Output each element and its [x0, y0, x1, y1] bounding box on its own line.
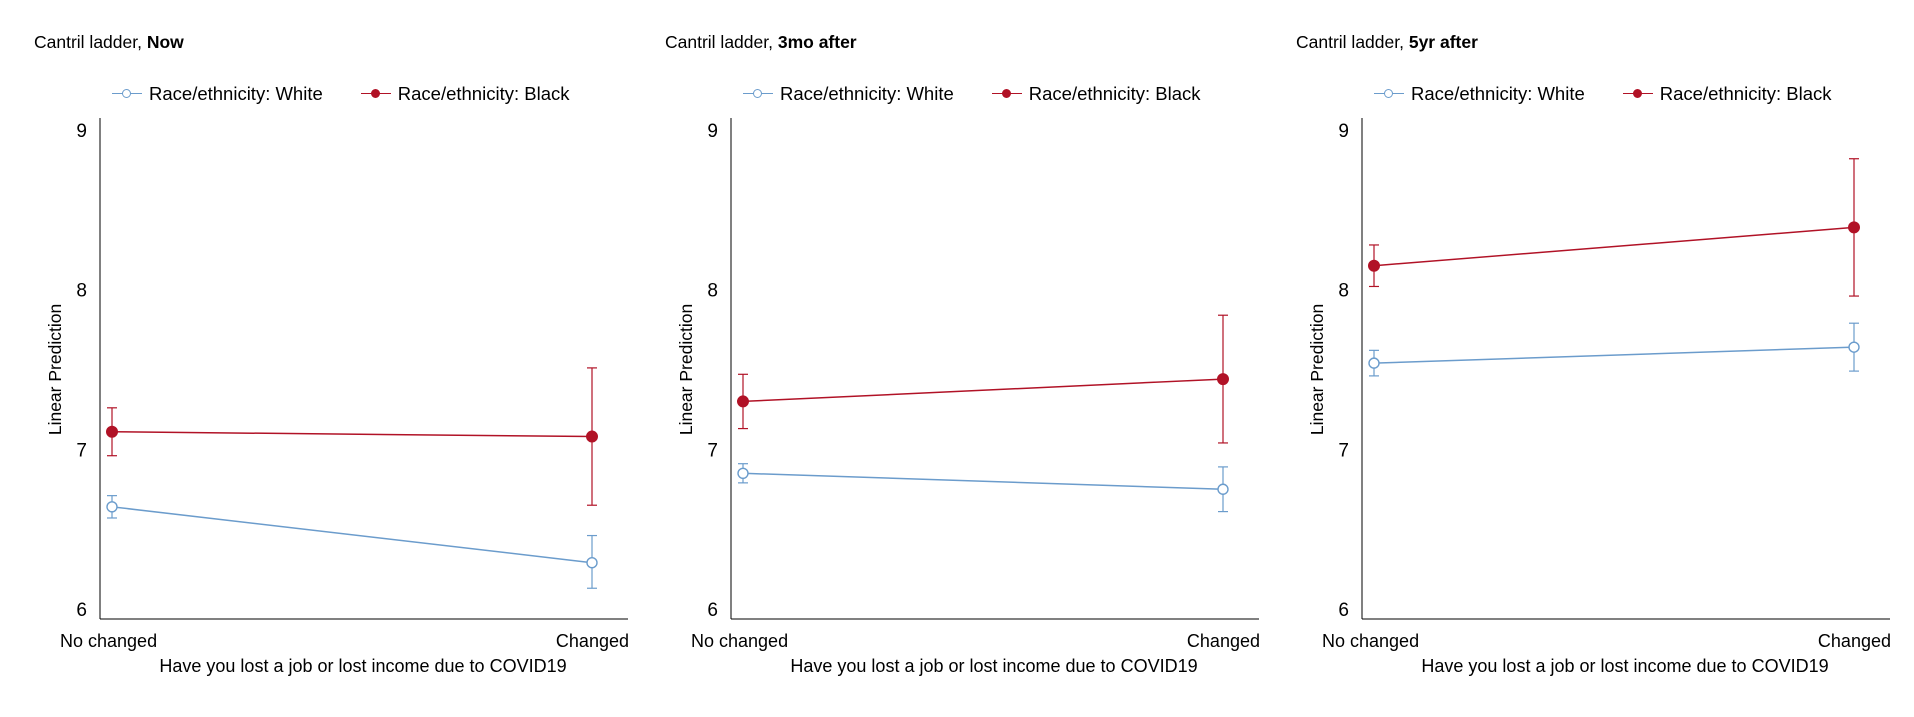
y-axis-label: Linear Prediction [676, 304, 696, 435]
chart-title-bold: Now [146, 32, 184, 52]
chart-panel-2: Cantril ladder, 3mo after Race/ethnicity… [631, 0, 1261, 717]
legend-item-black: Race/ethnicity: Black [991, 83, 1201, 105]
series-line [742, 378, 1224, 403]
x-axis-label: Have you lost a job or lost income due t… [790, 656, 1197, 676]
chart-title-bold: 5yr after [1408, 32, 1478, 52]
data-point [106, 501, 118, 513]
y-tick-label: 9 [1338, 121, 1349, 142]
chart-title: Cantril ladder, 3mo after [665, 32, 857, 53]
x-tick-label: No changed [1322, 631, 1419, 651]
data-point [737, 467, 749, 479]
y-tick-label: 7 [707, 440, 718, 461]
chart-title-prefix: Cantril ladder, [665, 32, 778, 52]
x-tick-label: No changed [60, 631, 157, 651]
x-tick-label: Changed [556, 631, 629, 651]
legend-label-black: Race/ethnicity: Black [397, 83, 570, 104]
legend-label-white: Race/ethnicity: White [780, 83, 954, 104]
plot-area: 6 7 8 9 Linear Prediction No changed Changed Ha… [676, 118, 1260, 676]
y-axis-label: Linear Prediction [1307, 304, 1327, 435]
data-point [1368, 357, 1380, 369]
x-axis-label: Have you lost a job or lost income due t… [1421, 656, 1828, 676]
y-tick-label: 8 [1338, 281, 1349, 302]
data-point [737, 395, 749, 408]
chart-title-bold: 3mo after [777, 32, 857, 52]
series-line [742, 472, 1224, 490]
y-tick-label: 6 [76, 600, 87, 621]
data-point [1848, 341, 1860, 353]
legend: Race/ethnicity: White Race/ethnicity: Bl… [1374, 83, 1869, 105]
plot-area: 6 7 8 9 Linear Prediction No changed Changed Ha… [45, 118, 629, 676]
legend-item-black: Race/ethnicity: Black [1622, 83, 1832, 105]
y-tick-label: 7 [76, 440, 87, 461]
x-tick-label: Changed [1187, 631, 1260, 651]
data-point [106, 425, 118, 438]
legend-item-white: Race/ethnicity: White [1374, 83, 1585, 105]
legend-item-white: Race/ethnicity: White [112, 83, 323, 105]
legend-symbol-filled-circle-icon [991, 87, 1022, 101]
legend-symbol-filled-circle-icon [1622, 87, 1653, 101]
y-tick-label: 8 [707, 281, 718, 302]
legend-symbol-hollow-circle-icon [743, 87, 773, 101]
legend-label-white: Race/ethnicity: White [149, 83, 323, 104]
plot-area: 6 7 8 9 Linear Prediction No changed Changed Ha… [1307, 118, 1891, 676]
legend-item-white: Race/ethnicity: White [743, 83, 954, 105]
y-axis-label: Linear Prediction [45, 304, 65, 435]
y-tick-label: 8 [76, 281, 87, 302]
chart-panel-3: Cantril ladder, 5yr after Race/ethnicity… [1262, 0, 1892, 717]
series-line [111, 506, 593, 564]
legend-label-black: Race/ethnicity: Black [1028, 83, 1201, 104]
y-tick-label: 6 [707, 600, 718, 621]
legend: Race/ethnicity: White Race/ethnicity: Bl… [743, 83, 1238, 105]
chart-panel-1: Cantril ladder, Now Race/ethnicity: Whit… [0, 0, 630, 717]
chart-title-prefix: Cantril ladder, [34, 32, 147, 52]
x-tick-label: Changed [1818, 631, 1891, 651]
data-point [586, 430, 598, 443]
data-point [1217, 373, 1229, 386]
series-line [1373, 226, 1855, 267]
y-tick-label: 7 [1338, 440, 1349, 461]
legend: Race/ethnicity: White Race/ethnicity: Bl… [112, 83, 607, 105]
legend-symbol-hollow-circle-icon [112, 87, 142, 101]
data-point [586, 556, 598, 569]
x-tick-label: No changed [691, 631, 788, 651]
y-tick-label: 9 [707, 121, 718, 142]
x-axis-label: Have you lost a job or lost income due t… [159, 656, 566, 676]
chart-title: Cantril ladder, 5yr after [1296, 32, 1478, 53]
legend-label-white: Race/ethnicity: White [1411, 83, 1585, 104]
series-line [1373, 346, 1855, 364]
chart-title-prefix: Cantril ladder, [1296, 32, 1409, 52]
legend-item-black: Race/ethnicity: Black [360, 83, 570, 105]
data-point [1848, 221, 1860, 234]
chart-title: Cantril ladder, Now [34, 32, 184, 53]
legend-symbol-hollow-circle-icon [1374, 87, 1404, 101]
y-tick-label: 6 [1338, 600, 1349, 621]
legend-label-black: Race/ethnicity: Black [1659, 83, 1832, 104]
series-line [111, 431, 593, 438]
legend-symbol-filled-circle-icon [360, 87, 391, 101]
data-point [1217, 483, 1229, 495]
y-tick-label: 9 [76, 121, 87, 142]
data-point [1368, 259, 1380, 272]
